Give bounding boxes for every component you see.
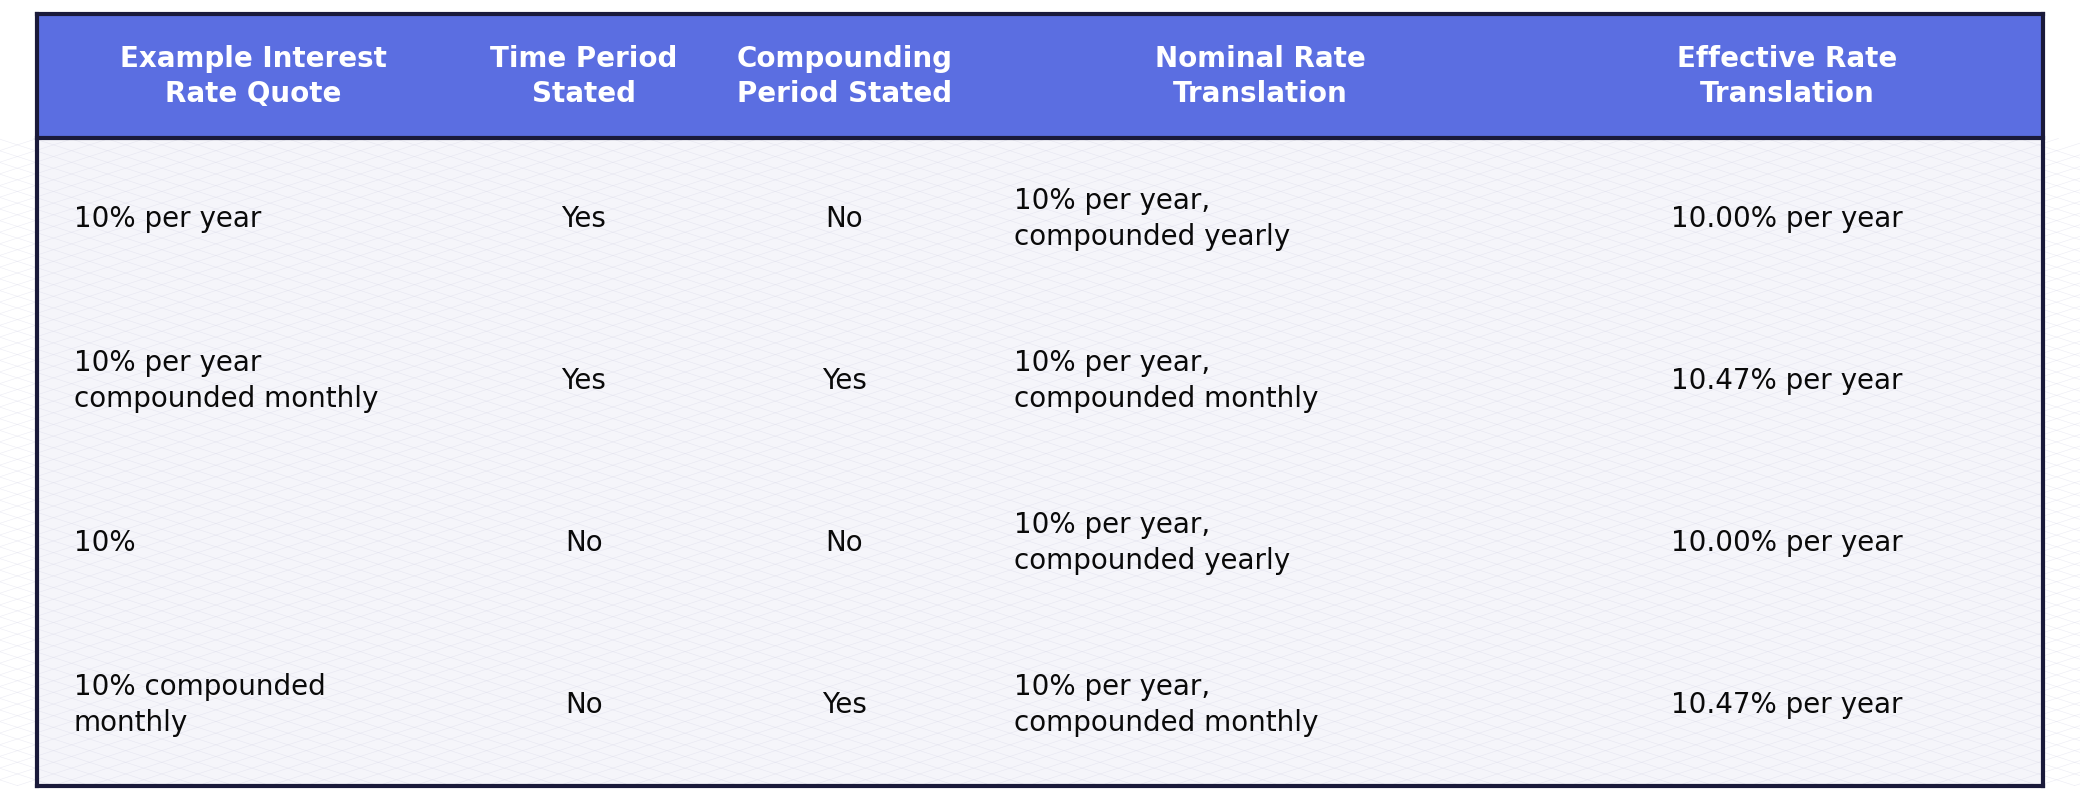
Text: 10.00% per year: 10.00% per year <box>1670 206 1903 234</box>
Text: Compounding
Period Stated: Compounding Period Stated <box>736 45 953 108</box>
Text: Time Period
Stated: Time Period Stated <box>491 45 678 108</box>
Text: 10% per year,
compounded monthly: 10% per year, compounded monthly <box>1013 673 1319 737</box>
Text: Effective Rate
Translation: Effective Rate Translation <box>1676 45 1897 108</box>
Text: 10% per year,
compounded yearly: 10% per year, compounded yearly <box>1013 187 1290 251</box>
Bar <box>37 138 2043 786</box>
Text: 10%: 10% <box>73 529 135 557</box>
Text: 10% per year
compounded monthly: 10% per year compounded monthly <box>73 350 379 413</box>
Text: 10% per year,
compounded monthly: 10% per year, compounded monthly <box>1013 350 1319 413</box>
Text: 10% compounded
monthly: 10% compounded monthly <box>73 673 324 737</box>
Text: No: No <box>826 206 863 234</box>
Text: Yes: Yes <box>562 367 605 395</box>
Text: 10% per year: 10% per year <box>73 206 260 234</box>
Text: Example Interest
Rate Quote: Example Interest Rate Quote <box>119 45 387 108</box>
Text: 10.00% per year: 10.00% per year <box>1670 529 1903 557</box>
Text: No: No <box>566 690 603 718</box>
Text: Yes: Yes <box>822 690 867 718</box>
Text: No: No <box>566 529 603 557</box>
Text: Yes: Yes <box>562 206 605 234</box>
Bar <box>37 14 2043 138</box>
Text: 10% per year,
compounded yearly: 10% per year, compounded yearly <box>1013 511 1290 574</box>
Text: Yes: Yes <box>822 367 867 395</box>
Text: No: No <box>826 529 863 557</box>
Text: Nominal Rate
Translation: Nominal Rate Translation <box>1154 45 1367 108</box>
Text: 10.47% per year: 10.47% per year <box>1670 367 1903 395</box>
Text: 10.47% per year: 10.47% per year <box>1670 690 1903 718</box>
